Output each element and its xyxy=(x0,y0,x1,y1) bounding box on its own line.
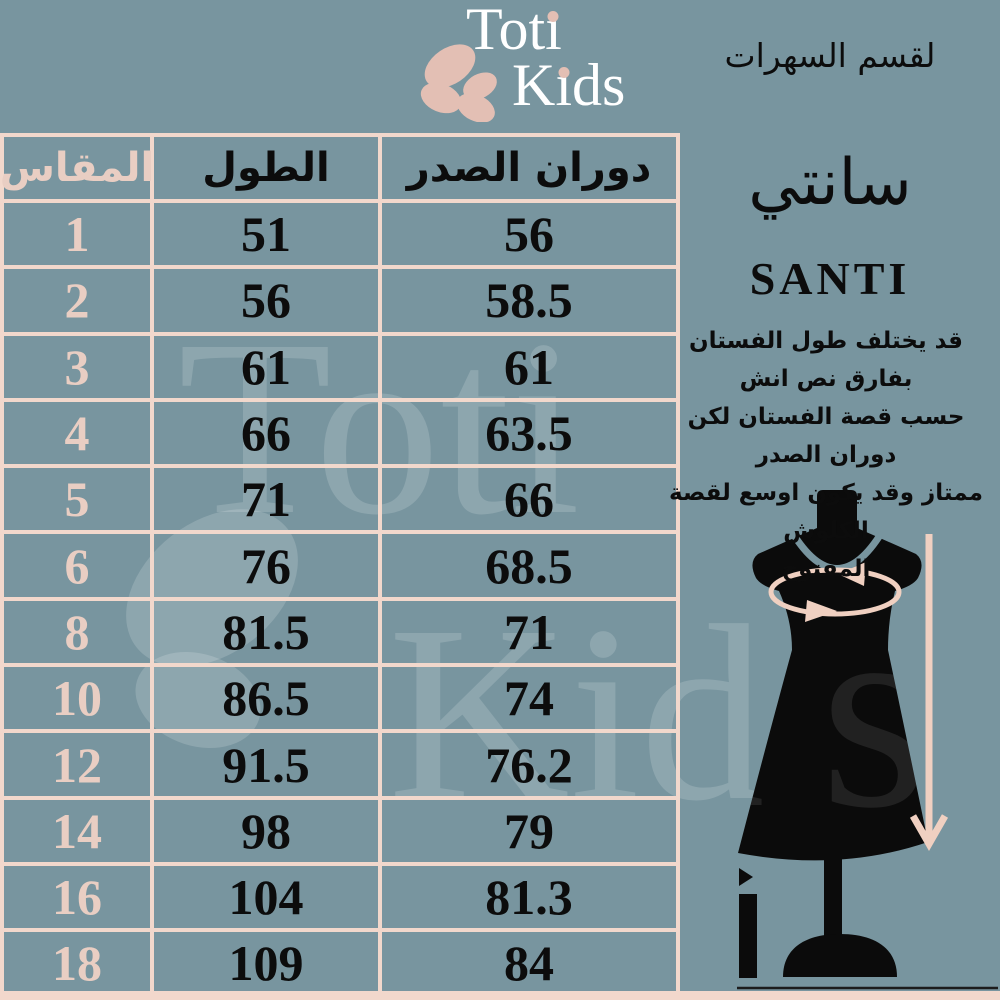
length-cell: 81.5 xyxy=(154,600,382,668)
chest-circumference-arrow-icon xyxy=(768,562,902,622)
size-cell: 12 xyxy=(4,733,154,800)
chest-cell: 84 xyxy=(382,932,680,999)
chest-cell: 79 xyxy=(382,799,680,866)
chest-cell: 71 xyxy=(382,600,680,668)
size-note: قد يختلف طول الفستان بفارق نص انش حسب قص… xyxy=(652,322,1000,588)
size-note-line: حسب قصة الفستان لكن دوران الصدر xyxy=(687,404,965,468)
chest-cell: 76.2 xyxy=(382,733,680,800)
butterfly-icon xyxy=(420,44,497,122)
length-cell: 56 xyxy=(154,269,382,336)
size-note-line: ممتاز وقد يكون اوسع لقصة الكلوش xyxy=(669,480,983,544)
bottom-border xyxy=(0,991,1000,1000)
size-cell: 8 xyxy=(4,600,154,668)
size-cell: 14 xyxy=(4,799,154,866)
length-arrow-icon xyxy=(909,534,949,852)
length-cell: 76 xyxy=(154,534,382,601)
length-cell: 51 xyxy=(154,203,382,270)
column-header-chest: دوران الصدر xyxy=(382,137,680,203)
size-cell: 3 xyxy=(4,335,154,402)
logo-line1: Totı xyxy=(466,0,562,62)
length-cell: 71 xyxy=(154,468,382,535)
size-cell: 10 xyxy=(4,667,154,734)
column-header-length: الطول xyxy=(154,137,382,203)
logo-line2: Kı ds xyxy=(512,52,626,118)
size-cell: 1 xyxy=(4,203,154,270)
size-cell: 2 xyxy=(4,269,154,336)
chest-cell: 81.3 xyxy=(382,865,680,933)
length-cell: 98 xyxy=(154,799,382,866)
size-table: المقاس الطول دوران الصدر 1 51 56 2 56 58… xyxy=(0,133,680,999)
size-cell: 6 xyxy=(4,534,154,601)
length-cell: 61 xyxy=(154,335,382,402)
size-cell: 4 xyxy=(4,401,154,469)
size-note-line: قد يختلف طول الفستان بفارق نص انش xyxy=(689,328,963,392)
length-cell: 91.5 xyxy=(154,733,382,800)
chest-cell: 63.5 xyxy=(382,401,680,469)
length-cell: 104 xyxy=(154,865,382,933)
chest-cell: 61 xyxy=(382,335,680,402)
column-header-size: المقاس xyxy=(0,137,154,203)
dress-illustration: ds xyxy=(680,490,998,990)
unit-name-latin: SANTI xyxy=(749,253,911,304)
chest-cell: 68.5 xyxy=(382,534,680,601)
length-cell: 86.5 xyxy=(154,667,382,734)
size-cell: 16 xyxy=(4,865,154,933)
chest-cell: 58.5 xyxy=(382,269,680,336)
chest-cell: 66 xyxy=(382,468,680,535)
size-cell: 18 xyxy=(4,932,154,999)
length-cell: 66 xyxy=(154,401,382,469)
dress-silhouette xyxy=(738,490,928,861)
chest-cell: 56 xyxy=(382,203,680,270)
unit-name-arabic: سانتي xyxy=(748,146,912,220)
watermark-overlay-on-dress: ds xyxy=(680,555,984,866)
chest-cell: 74 xyxy=(382,667,680,734)
mannequin-stand xyxy=(783,840,897,977)
brand-logo: Totı Kı ds xyxy=(420,0,626,122)
length-cell: 109 xyxy=(154,932,382,999)
section-label: لقسم السهرات xyxy=(724,36,936,75)
size-note-line: المفتوح xyxy=(781,556,871,582)
hem-marker xyxy=(739,868,757,978)
size-cell: 5 xyxy=(4,468,154,535)
